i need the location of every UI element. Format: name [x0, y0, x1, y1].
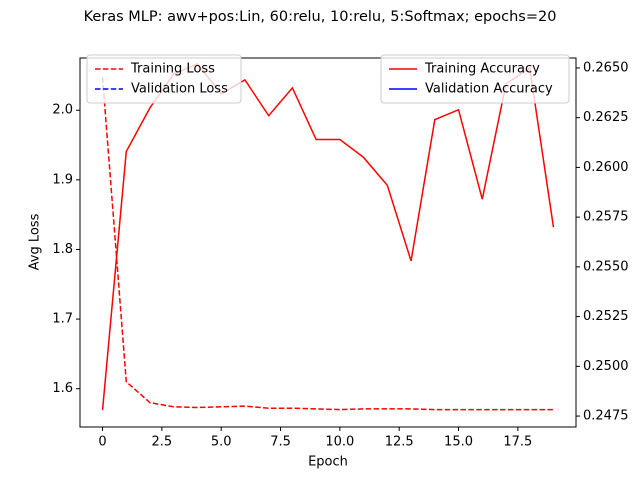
x-tick-label: 17.5	[503, 435, 532, 450]
x-tick-label: 2.5	[152, 435, 173, 450]
legend-box	[380, 54, 570, 104]
x-tick-label: 15.0	[444, 435, 473, 450]
y2-tick-label: 0.2600	[583, 160, 629, 175]
y-tick-label: 1.8	[52, 242, 73, 257]
legend-box	[86, 54, 242, 104]
y-tick-label: 1.6	[52, 381, 73, 396]
legend-label: Training Loss	[130, 62, 215, 77]
legend-label: Validation Loss	[131, 82, 228, 97]
y2-tick-label: 0.2625	[583, 110, 629, 125]
y2-tick-label: 0.2525	[583, 309, 629, 324]
x-tick-label: 12.5	[385, 435, 414, 450]
x-tick-label: 0	[98, 435, 106, 450]
y2-tick-label: 0.2500	[583, 359, 629, 374]
chart-title: Keras MLP: awv+pos:Lin, 60:relu, 10:relu…	[84, 9, 557, 25]
x-axis-label: Epoch	[308, 455, 348, 470]
y2-tick-label: 0.2475	[583, 409, 629, 424]
legend-label: Training Accuracy	[424, 62, 540, 77]
y-axis-label: Avg Loss	[28, 213, 43, 270]
y-tick-label: 2.0	[52, 103, 73, 118]
y2-tick-label: 0.2575	[583, 210, 629, 225]
y-tick-label: 1.9	[52, 172, 73, 187]
y-tick-label: 1.7	[52, 312, 73, 327]
y2-tick-label: 0.2650	[583, 60, 629, 75]
data-line	[101, 77, 554, 411]
legend-label: Validation Accuracy	[425, 82, 553, 97]
y2-tick-label: 0.2550	[583, 259, 629, 274]
x-tick-label: 10.0	[325, 435, 354, 450]
x-tick-label: 5.0	[211, 435, 232, 450]
x-tick-label: 7.5	[270, 435, 291, 450]
plot-frame	[79, 57, 577, 428]
